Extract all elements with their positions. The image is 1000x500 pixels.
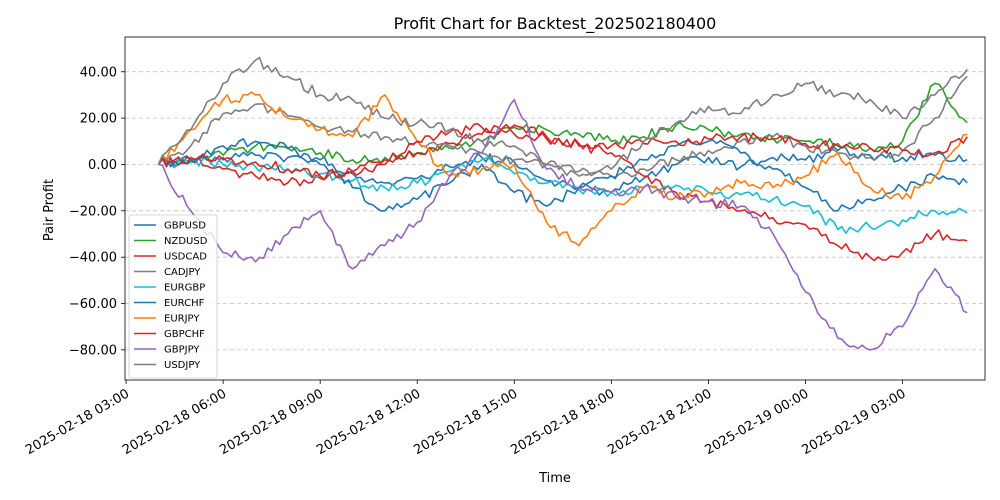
y-tick-label: 0.00 [88,158,117,173]
y-tick-label: −60.00 [69,297,117,312]
series-line-gbpjpy [158,98,968,351]
legend-label: GBPCHF [164,329,205,340]
legend-label: EURCHF [164,298,205,309]
x-axis-label: Time [538,471,571,486]
series-line-gbpusd [157,146,968,196]
plot-frame [124,36,986,381]
y-tick-label: −80.00 [69,343,117,358]
y-tick-label: −20.00 [69,204,117,219]
y-tick-label: 20.00 [80,112,117,127]
legend-label: USDCAD [164,252,207,263]
legend-label: NZDUSD [164,236,208,247]
legend-label: EURGBP [164,283,205,294]
series-line-gbpchf [157,123,968,181]
series-line-usdcad [157,123,968,262]
legend-label: GBPJPY [164,345,200,356]
y-tick-label: −40.00 [69,251,117,266]
y-axis-label: Pair Profit [42,179,57,241]
series-line-cadjpy [157,75,968,179]
y-tick-label: 40.00 [80,65,117,80]
legend-label: GBPUSD [164,221,206,232]
legend-label: EURJPY [164,314,200,325]
series-line-eurchf [157,138,968,212]
legend-label: CADJPY [164,267,201,278]
series-line-eurjpy [157,91,968,247]
legend-label: USDJPY [164,360,201,371]
series-line-usdjpy [157,56,968,177]
series-line-nzdusd [157,82,968,167]
chart-title: Profit Chart for Backtest_202502180400 [394,14,717,34]
